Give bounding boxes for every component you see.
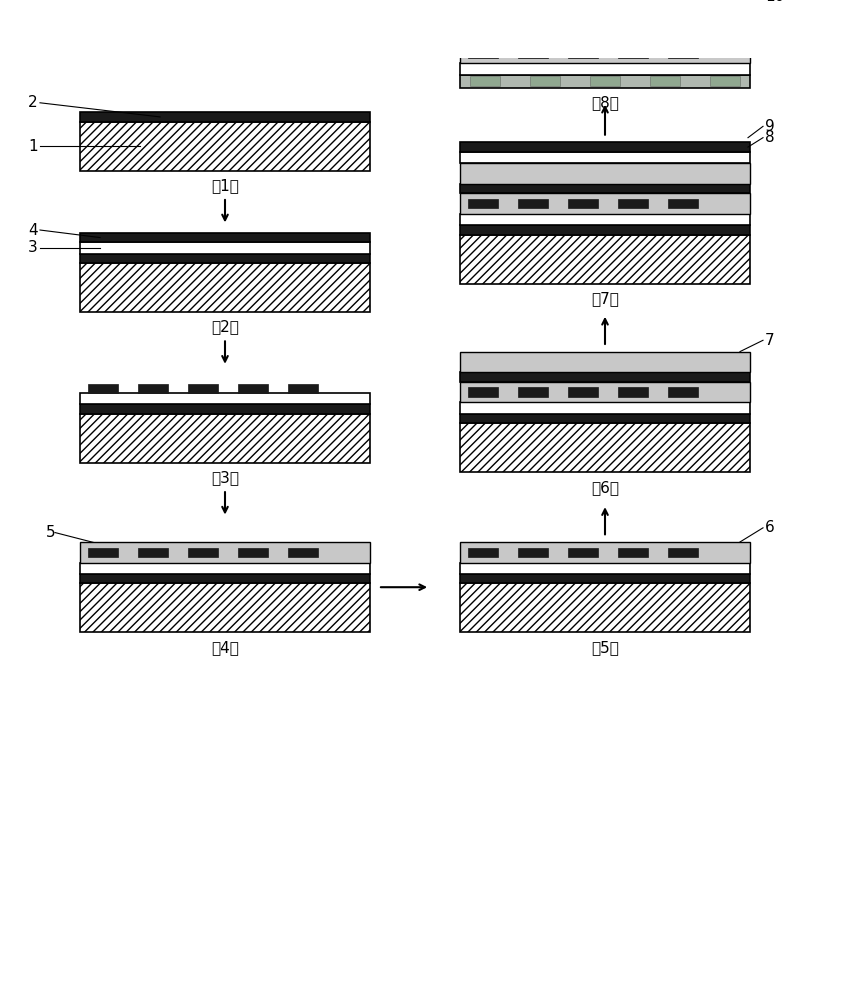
Bar bbox=[460, 382, 750, 402]
Bar bbox=[80, 404, 370, 414]
Text: 1: 1 bbox=[28, 139, 38, 154]
Text: （7）: （7） bbox=[591, 291, 619, 306]
Bar bbox=[668, 387, 698, 397]
Bar bbox=[460, 214, 750, 225]
Bar bbox=[568, 48, 598, 58]
Bar bbox=[460, 12, 750, 33]
Bar bbox=[460, 423, 750, 472]
Bar bbox=[530, 76, 560, 86]
Text: 2: 2 bbox=[28, 95, 38, 110]
Bar bbox=[460, 184, 750, 193]
Bar bbox=[460, 193, 750, 214]
Bar bbox=[460, 33, 750, 42]
Text: （3）: （3） bbox=[211, 470, 239, 485]
Text: （5）: （5） bbox=[591, 640, 619, 655]
Text: （2）: （2） bbox=[211, 320, 239, 335]
Text: 8: 8 bbox=[765, 130, 775, 145]
Bar bbox=[80, 563, 370, 574]
Bar bbox=[80, 242, 370, 254]
Bar bbox=[668, 548, 698, 557]
Text: 4: 4 bbox=[28, 223, 38, 238]
Bar bbox=[650, 76, 680, 86]
Bar bbox=[618, 548, 648, 557]
Bar bbox=[460, 414, 750, 423]
Bar bbox=[710, 76, 740, 86]
Bar bbox=[80, 233, 370, 242]
Text: （1）: （1） bbox=[211, 178, 239, 193]
Bar bbox=[80, 574, 370, 583]
Text: （6）: （6） bbox=[591, 480, 619, 495]
Bar bbox=[568, 199, 598, 208]
Bar bbox=[468, 199, 498, 208]
Bar bbox=[460, 193, 750, 214]
Bar bbox=[618, 48, 648, 58]
Bar bbox=[460, 163, 750, 184]
Bar bbox=[460, 402, 750, 414]
Bar bbox=[460, 352, 750, 372]
Bar bbox=[518, 548, 548, 557]
Bar bbox=[468, 548, 498, 557]
Bar bbox=[568, 548, 598, 557]
Bar bbox=[460, 75, 750, 88]
Text: 5: 5 bbox=[46, 525, 56, 540]
Bar bbox=[460, 152, 750, 163]
Bar bbox=[460, 63, 750, 75]
Bar bbox=[288, 548, 318, 557]
Bar bbox=[568, 387, 598, 397]
Bar bbox=[460, 3, 750, 12]
Bar bbox=[138, 384, 168, 393]
Bar bbox=[460, 142, 750, 152]
Text: 6: 6 bbox=[765, 520, 775, 535]
Bar bbox=[80, 542, 370, 563]
Bar bbox=[460, 12, 750, 33]
Bar bbox=[460, 372, 750, 382]
Bar bbox=[460, 382, 750, 402]
Bar bbox=[80, 393, 370, 404]
Bar bbox=[460, 352, 750, 372]
Bar bbox=[460, 42, 750, 63]
Text: 7: 7 bbox=[765, 333, 775, 348]
Bar bbox=[468, 48, 498, 58]
Bar bbox=[518, 387, 548, 397]
Bar bbox=[460, 42, 750, 63]
Bar bbox=[668, 199, 698, 208]
Bar bbox=[460, 583, 750, 632]
Bar bbox=[618, 387, 648, 397]
Bar bbox=[460, 225, 750, 235]
Bar bbox=[618, 199, 648, 208]
Bar bbox=[460, 563, 750, 574]
Bar bbox=[80, 414, 370, 463]
Bar bbox=[80, 122, 370, 171]
Bar bbox=[518, 199, 548, 208]
Bar bbox=[518, 48, 548, 58]
Bar bbox=[80, 542, 370, 563]
Text: 3: 3 bbox=[28, 240, 38, 255]
Bar bbox=[590, 76, 620, 86]
Bar bbox=[80, 263, 370, 312]
Bar bbox=[460, 163, 750, 184]
Bar bbox=[188, 548, 218, 557]
Text: 9: 9 bbox=[765, 119, 775, 134]
Text: （4）: （4） bbox=[211, 640, 239, 655]
Bar bbox=[470, 76, 500, 86]
Text: 10: 10 bbox=[765, 0, 784, 4]
Bar bbox=[238, 548, 268, 557]
Bar bbox=[460, 235, 750, 284]
Bar bbox=[80, 112, 370, 122]
Bar bbox=[460, 574, 750, 583]
Text: （8）: （8） bbox=[591, 95, 619, 110]
Bar bbox=[88, 384, 118, 393]
Bar bbox=[138, 548, 168, 557]
Bar bbox=[88, 548, 118, 557]
Bar bbox=[288, 384, 318, 393]
Bar bbox=[460, 542, 750, 563]
Bar bbox=[668, 48, 698, 58]
Bar bbox=[188, 384, 218, 393]
Bar bbox=[238, 384, 268, 393]
Bar bbox=[460, 0, 750, 3]
Bar bbox=[468, 387, 498, 397]
Bar bbox=[80, 254, 370, 263]
Bar bbox=[80, 583, 370, 632]
Bar bbox=[460, 542, 750, 563]
